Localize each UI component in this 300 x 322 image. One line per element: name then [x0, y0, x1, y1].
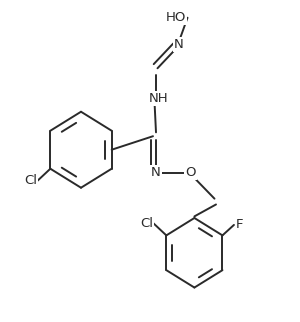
- Text: N: N: [151, 166, 161, 179]
- Text: O: O: [185, 166, 196, 179]
- Text: NH: NH: [148, 92, 168, 105]
- Text: Cl: Cl: [24, 174, 38, 187]
- Text: N: N: [174, 38, 183, 51]
- Text: Cl: Cl: [140, 217, 153, 230]
- Text: F: F: [236, 218, 243, 232]
- Text: HO: HO: [165, 11, 186, 24]
